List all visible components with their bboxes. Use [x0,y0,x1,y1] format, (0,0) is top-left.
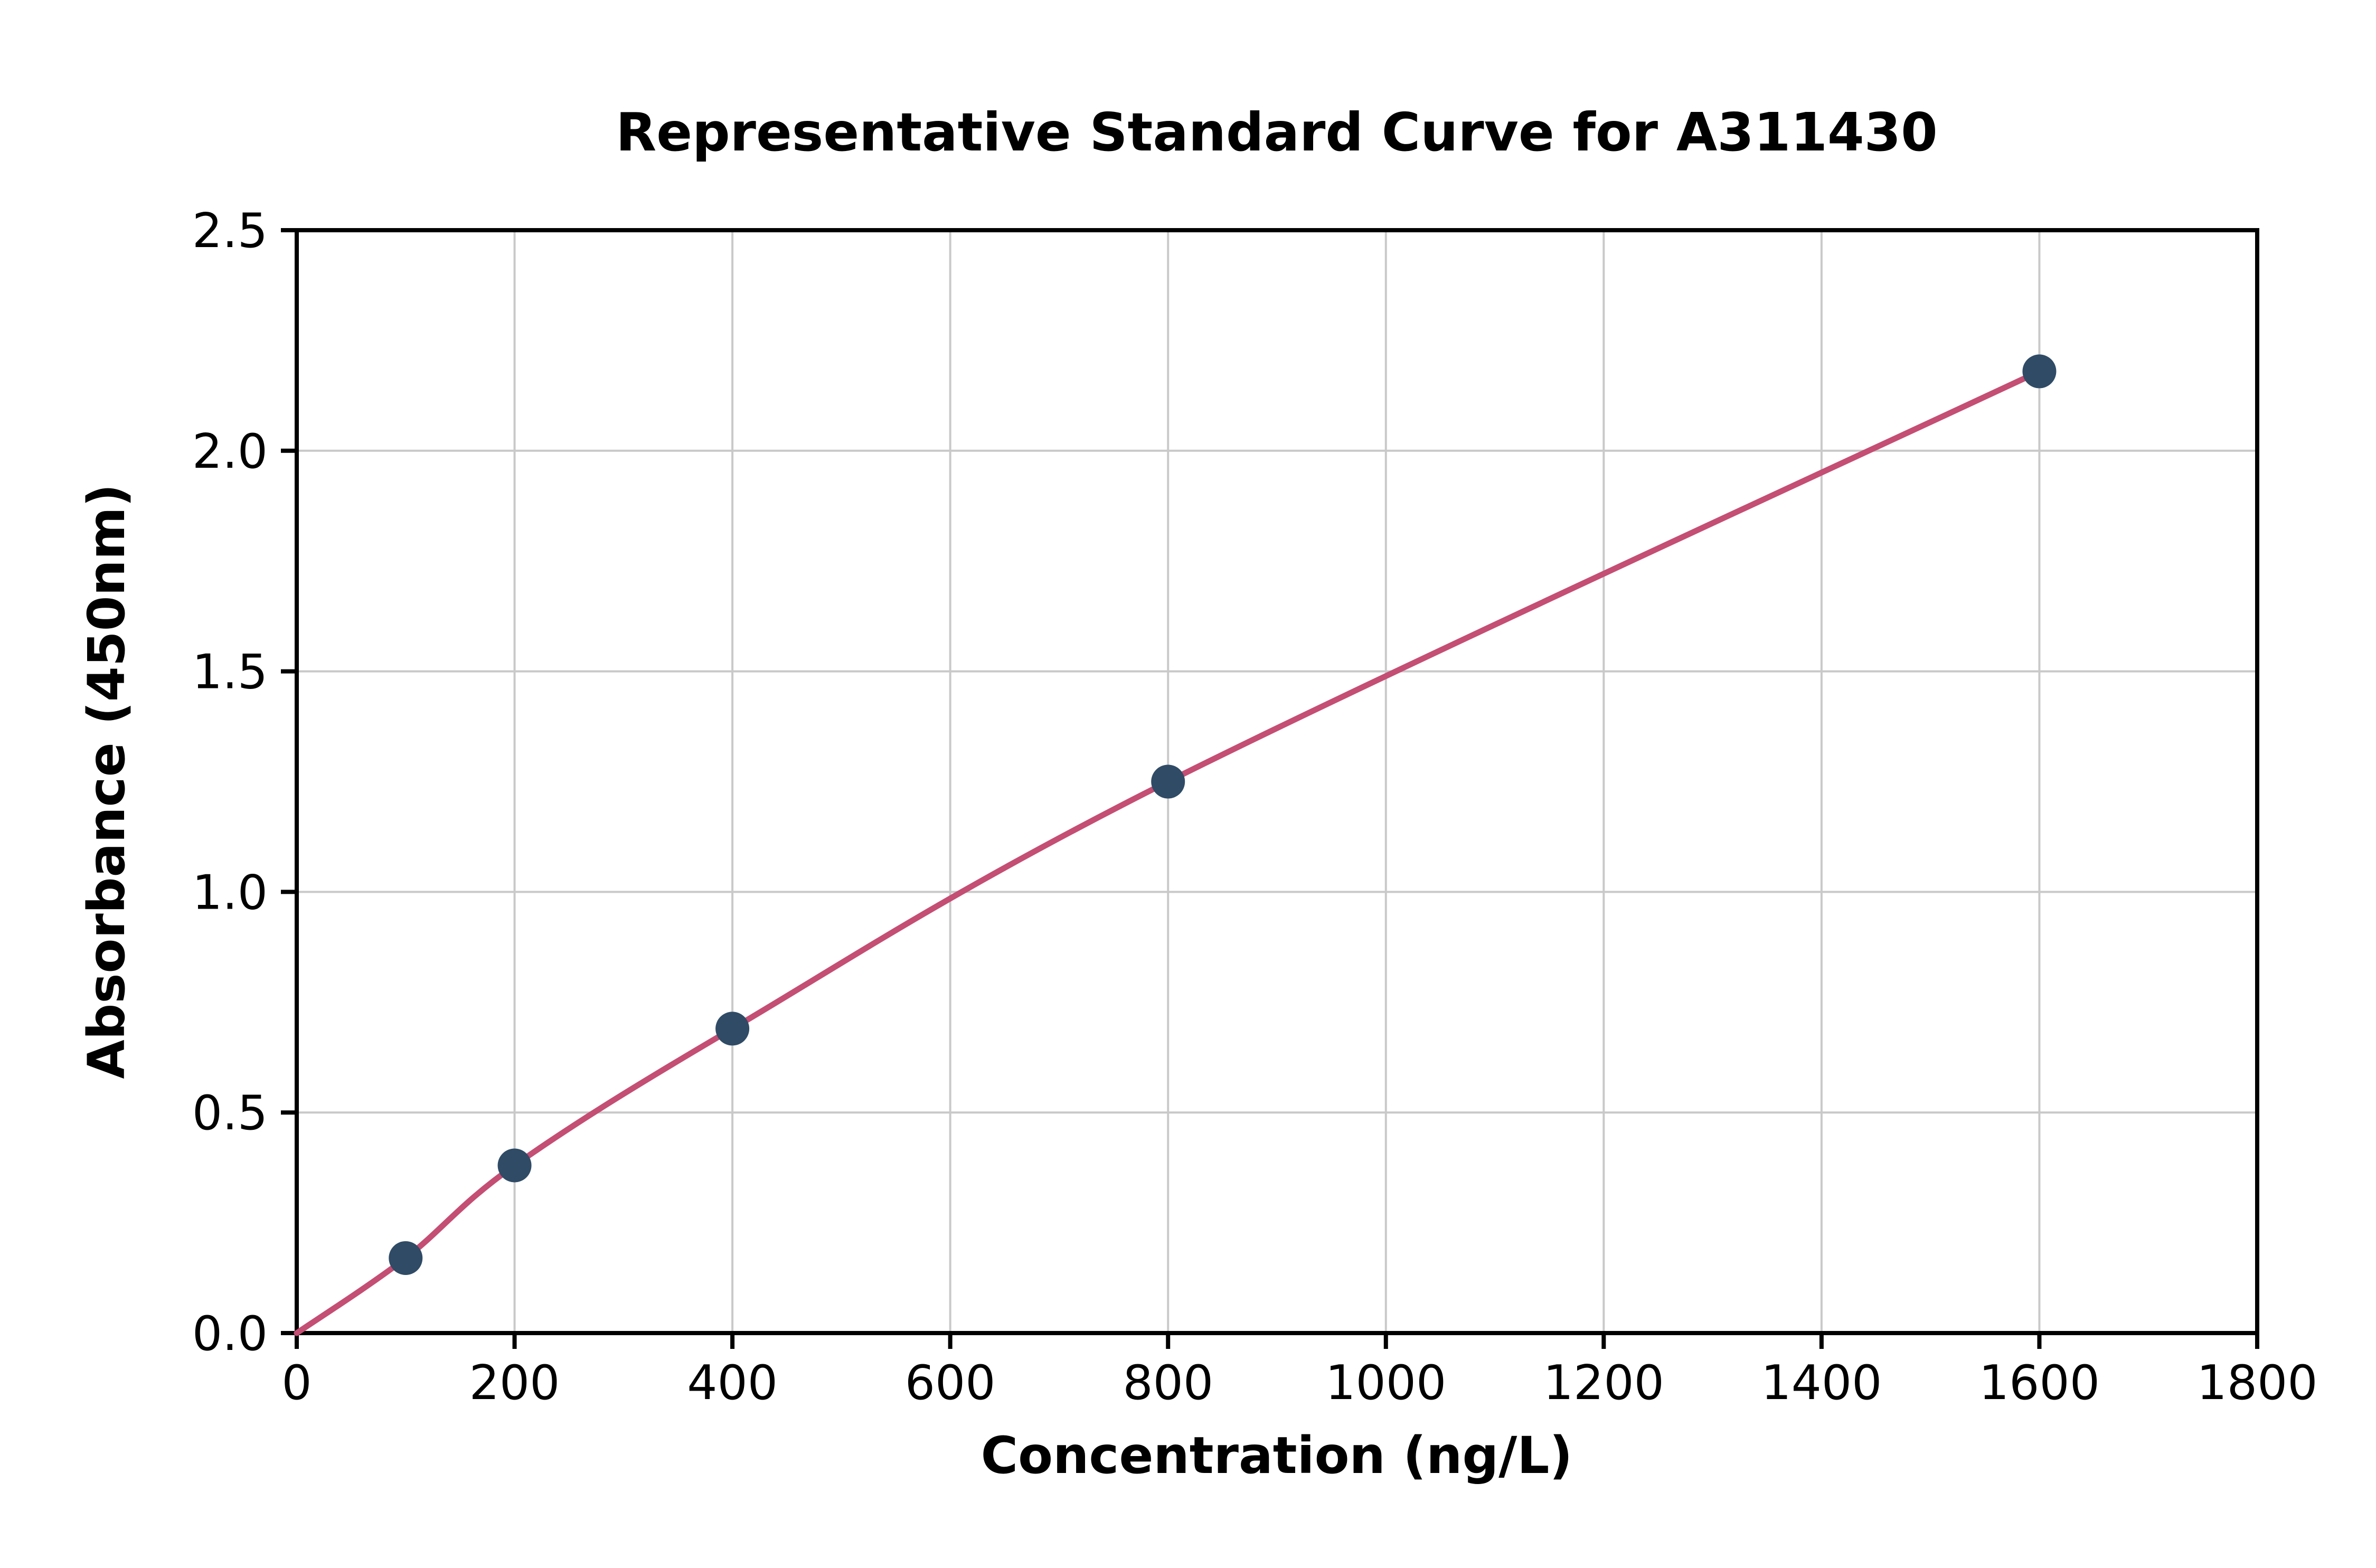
x-tick-label: 0 [281,1355,312,1411]
x-tick-label: 1600 [1979,1355,2100,1411]
data-layer [294,354,2057,1336]
data-point-marker [1151,764,1185,799]
x-axis-label: Concentration (ng/L) [981,1426,1573,1485]
y-tick-label: 0.0 [192,1306,268,1362]
tick-layer: 0 200 400 600 800 1000 1200 1400 1600 1800 0.0 0.5 1… [192,203,2318,1411]
standard-curve-line [294,368,2042,1336]
x-tick-label: 800 [1123,1355,1213,1411]
y-tick-label: 0.5 [192,1085,268,1141]
grid-layer [296,229,2258,1334]
y-axis-label: Absorbance (450nm) [77,484,136,1079]
data-point-marker [497,1148,532,1183]
axis-layer [295,228,2259,1335]
y-tick-label: 2.5 [192,203,268,259]
x-tick-label: 1800 [2196,1355,2317,1411]
x-tick-label: 1000 [1325,1355,1446,1411]
chart-title: Representative Standard Curve for A31143… [616,101,1937,163]
x-tick-label: 1400 [1761,1355,1882,1411]
y-tick-label: 1.5 [192,645,268,700]
data-point-marker [2022,354,2057,389]
data-point-marker [389,1241,423,1275]
plot-border [295,228,2259,1335]
y-tick-label: 1.0 [192,865,268,920]
x-tick-label: 200 [469,1355,560,1411]
x-tick-label: 1200 [1543,1355,1664,1411]
data-point-marker [715,1012,750,1046]
y-tick-label: 2.0 [192,424,268,479]
x-tick-label: 400 [687,1355,778,1411]
x-tick-label: 600 [905,1355,996,1411]
